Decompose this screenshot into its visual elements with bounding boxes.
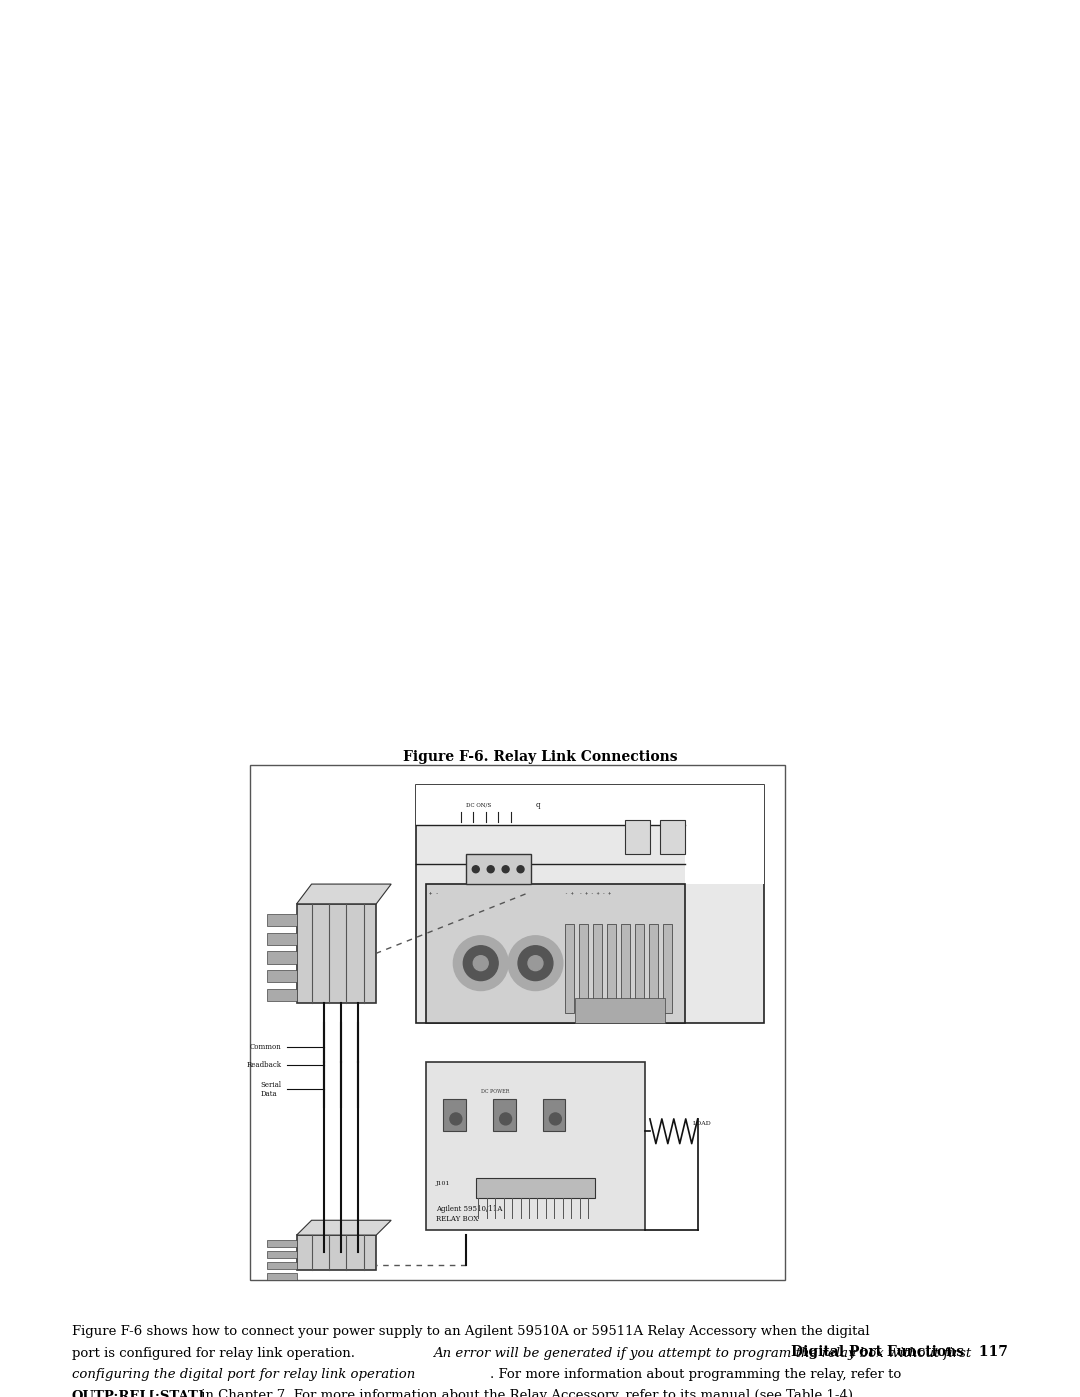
Text: Agilent 59510/11A
RELAY BOX: Agilent 59510/11A RELAY BOX <box>436 1206 502 1222</box>
Bar <box>565 923 575 1013</box>
Bar <box>297 1235 376 1270</box>
Bar <box>267 1273 297 1280</box>
Text: OUTP:REL[:STAT]: OUTP:REL[:STAT] <box>72 1390 205 1397</box>
Bar <box>267 914 297 926</box>
Bar <box>426 884 685 1023</box>
Circle shape <box>518 946 553 981</box>
Bar <box>267 989 297 1002</box>
Circle shape <box>528 956 543 971</box>
Bar <box>607 923 616 1013</box>
Bar <box>267 951 297 964</box>
Text: Readback: Readback <box>246 1060 282 1069</box>
Circle shape <box>473 956 488 971</box>
Bar <box>426 1062 645 1231</box>
Text: Common: Common <box>249 1044 282 1051</box>
Bar <box>576 997 665 1023</box>
Circle shape <box>550 1113 562 1125</box>
Text: + -: + - <box>429 891 438 897</box>
Bar <box>579 923 589 1013</box>
Bar <box>267 970 297 982</box>
Circle shape <box>502 866 509 873</box>
Bar <box>476 1178 595 1199</box>
Text: LOAD: LOAD <box>692 1122 711 1126</box>
Bar <box>249 766 785 1280</box>
Bar <box>494 1099 515 1132</box>
Text: . For more information about programming the relay, refer to: . For more information about programming… <box>490 1368 901 1382</box>
Polygon shape <box>297 1220 391 1235</box>
Circle shape <box>508 936 563 990</box>
Text: configuring the digital port for relay link operation: configuring the digital port for relay l… <box>72 1368 415 1382</box>
Circle shape <box>454 936 508 990</box>
Bar <box>621 923 630 1013</box>
Bar <box>444 1099 465 1132</box>
Text: J101: J101 <box>436 1180 450 1186</box>
Bar <box>267 1241 297 1248</box>
Bar <box>465 855 530 884</box>
Text: DC ON/S: DC ON/S <box>465 802 491 807</box>
Text: q: q <box>536 800 540 809</box>
Circle shape <box>517 866 524 873</box>
Polygon shape <box>297 884 391 904</box>
Circle shape <box>487 866 495 873</box>
Circle shape <box>472 866 480 873</box>
Bar <box>543 1099 565 1132</box>
Bar <box>297 904 376 1003</box>
Text: - +  - + - + - +: - + - + - + - + <box>565 891 611 897</box>
Bar <box>593 923 603 1013</box>
Bar <box>267 933 297 944</box>
Bar <box>267 1261 297 1270</box>
Text: Figure F-6 shows how to connect your power supply to an Agilent 59510A or 59511A: Figure F-6 shows how to connect your pow… <box>72 1324 869 1338</box>
Circle shape <box>463 946 498 981</box>
Bar <box>660 820 685 855</box>
Text: port is configured for relay link operation.: port is configured for relay link operat… <box>72 1347 360 1359</box>
Bar <box>635 923 644 1013</box>
Circle shape <box>450 1113 462 1125</box>
Bar <box>663 923 672 1013</box>
Bar <box>416 785 685 824</box>
Circle shape <box>500 1113 512 1125</box>
Text: in Chapter 7. For more information about the Relay Accessory, refer to its manua: in Chapter 7. For more information about… <box>197 1390 858 1397</box>
Text: Digital Port Functions   117: Digital Port Functions 117 <box>792 1345 1008 1359</box>
Text: Figure F-6. Relay Link Connections: Figure F-6. Relay Link Connections <box>403 750 677 764</box>
Bar <box>267 1250 297 1259</box>
Text: DC POWER: DC POWER <box>482 1090 510 1094</box>
Text: An error will be generated if you attempt to program the relay box without first: An error will be generated if you attemp… <box>433 1347 971 1359</box>
Text: Serial
Data: Serial Data <box>260 1081 282 1098</box>
Bar <box>416 785 765 1023</box>
Polygon shape <box>685 785 765 884</box>
Bar <box>625 820 650 855</box>
Bar <box>649 923 658 1013</box>
